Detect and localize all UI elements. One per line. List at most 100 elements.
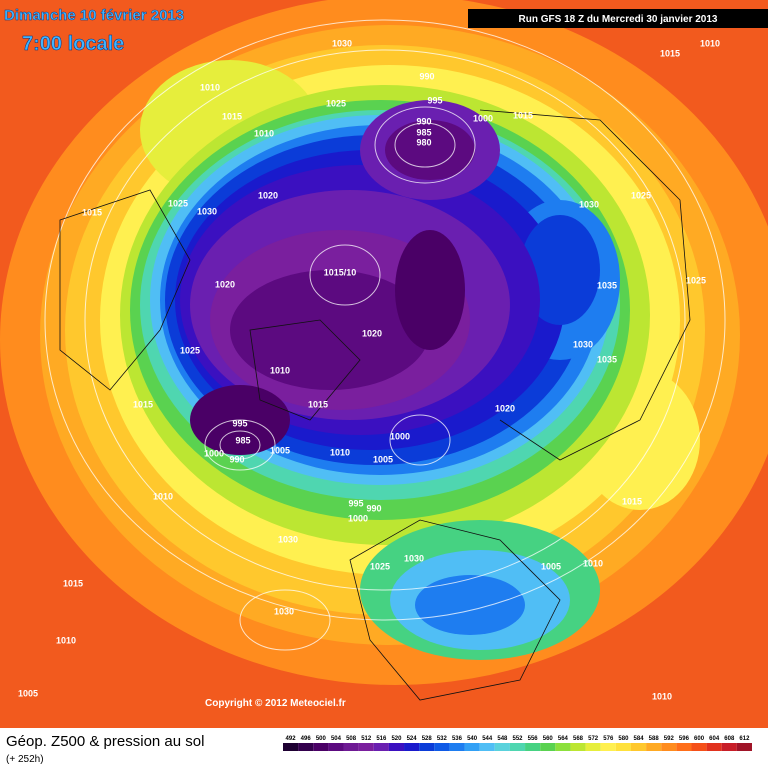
pressure-label: 1020 <box>362 328 382 338</box>
pressure-label: 1005 <box>270 445 290 455</box>
map-field <box>0 0 768 728</box>
pressure-label: 1015 <box>63 578 83 588</box>
colorbar-cell <box>373 743 389 751</box>
colorbar-cell <box>691 743 707 751</box>
colorbar-cell <box>313 743 329 751</box>
pressure-label: 1025 <box>686 275 706 285</box>
pressure-label: 1010 <box>330 447 350 457</box>
colorbar-label: 492 <box>286 736 297 742</box>
colorbar-label: 568 <box>573 736 584 742</box>
pressure-label: 1025 <box>168 198 188 208</box>
pressure-label: 1030 <box>278 534 298 544</box>
colorbar-cell <box>615 743 631 751</box>
colorbar-cell <box>661 743 677 751</box>
pressure-label: 1015 <box>222 111 242 121</box>
colorbar-label: 536 <box>452 736 463 742</box>
pressure-label: 1025 <box>326 98 346 108</box>
pressure-label: 1005 <box>373 454 393 464</box>
colorbar-label: 500 <box>316 736 327 742</box>
colorbar-cell <box>479 743 495 751</box>
copyright: Copyright © 2012 Meteociel.fr <box>205 698 346 709</box>
pressure-label: 995 <box>348 498 363 508</box>
pressure-label: 990 <box>366 503 381 513</box>
colorbar-cell <box>404 743 420 751</box>
time: 7:00 locale <box>22 33 124 55</box>
pressure-label: 1030 <box>197 206 217 216</box>
pressure-label: 1005 <box>541 561 561 571</box>
colorbar-label: 576 <box>603 736 614 742</box>
colorbar-cell <box>736 743 752 751</box>
pressure-label: 1030 <box>332 38 352 48</box>
colorbar-cell <box>388 743 405 751</box>
colorbar-label: 556 <box>528 736 539 742</box>
colorbar-label: 608 <box>724 736 735 742</box>
pressure-label: 1010 <box>153 491 173 501</box>
colorbar-cell <box>419 743 435 751</box>
colorbar-label: 516 <box>376 736 387 742</box>
date: Dimanche 10 février 2013 <box>4 7 184 24</box>
colorbar-label: 540 <box>467 736 478 742</box>
pressure-label: 1035 <box>597 280 617 290</box>
colorbar-cell <box>721 743 737 751</box>
colorbar-label: 544 <box>482 736 493 742</box>
pressure-label: 1010 <box>652 691 672 701</box>
pressure-label: 980 <box>416 137 431 147</box>
pressure-label: 1020 <box>215 279 235 289</box>
colorbar-cell <box>600 743 616 751</box>
colorbar-cell <box>449 743 465 751</box>
colorbar-label: 600 <box>694 736 705 742</box>
run-info: Run GFS 18 Z du Mercredi 30 janvier 2013 <box>519 14 718 25</box>
colorbar-label: 528 <box>422 736 433 742</box>
colorbar-cell <box>283 743 299 751</box>
colorbar-label: 552 <box>512 736 523 742</box>
colorbar-label: 532 <box>437 736 448 742</box>
pressure-label: 1015 <box>660 48 680 58</box>
pressure-label: 1010 <box>56 635 76 645</box>
pressure-label: 1015 <box>308 399 328 409</box>
colorbar-label: 588 <box>649 736 660 742</box>
pressure-label: 1020 <box>258 190 278 200</box>
pressure-label: 1000 <box>204 448 224 458</box>
colorbar-cell <box>676 743 692 751</box>
colorbar-label: 572 <box>588 736 599 742</box>
colorbar-label: 596 <box>679 736 690 742</box>
pressure-label: 1010 <box>200 82 220 92</box>
colorbar-cell <box>343 743 359 751</box>
footer-title: Géop. Z500 & pression au sol <box>6 733 204 750</box>
colorbar-cell <box>434 743 450 751</box>
colorbar-cell <box>358 743 374 751</box>
pressure-label: 1000 <box>348 513 368 523</box>
pressure-labels: 1030 1010 1015 990 1010 1025 995 1015 1010 990 985… <box>18 38 720 701</box>
pressure-label: 1015 <box>82 207 102 217</box>
colorbar-label: 560 <box>543 736 554 742</box>
colorbar-cell <box>494 743 510 751</box>
pressure-label: 1035 <box>597 354 617 364</box>
pressure-label: 1005 <box>18 688 38 698</box>
colorbar-cell <box>630 743 647 751</box>
pressure-label: 1010 <box>270 365 290 375</box>
pressure-label: 990 <box>416 116 431 126</box>
colorbar-label: 612 <box>739 736 750 742</box>
colorbar-cell <box>706 743 722 751</box>
colorbar-label: 504 <box>331 736 342 742</box>
pressure-label: 1025 <box>180 345 200 355</box>
pressure-label: 985 <box>235 435 250 445</box>
colorbar-cell <box>525 743 541 751</box>
colorbar-label: 508 <box>346 736 357 742</box>
pressure-label: 1030 <box>579 199 599 209</box>
pressure-label: 1020 <box>495 403 515 413</box>
pressure-label: 1000 <box>390 431 410 441</box>
colorbar-cell <box>328 743 344 751</box>
pressure-label: 990 <box>229 454 244 464</box>
colorbar-cell <box>464 743 480 751</box>
pressure-label: 1015 <box>133 399 153 409</box>
colorbar: 492 496 500 504 508 512 516 520 524 528 532 536 540 5… <box>283 736 752 751</box>
pressure-label: 1015/10 <box>324 267 357 277</box>
colorbar-label: 496 <box>301 736 312 742</box>
colorbar-cell <box>570 743 586 751</box>
pressure-label: 1000 <box>473 113 493 123</box>
lead-time: (+ 252h) <box>6 754 44 765</box>
pressure-label: 1015 <box>513 110 533 120</box>
colorbar-label: 548 <box>497 736 508 742</box>
